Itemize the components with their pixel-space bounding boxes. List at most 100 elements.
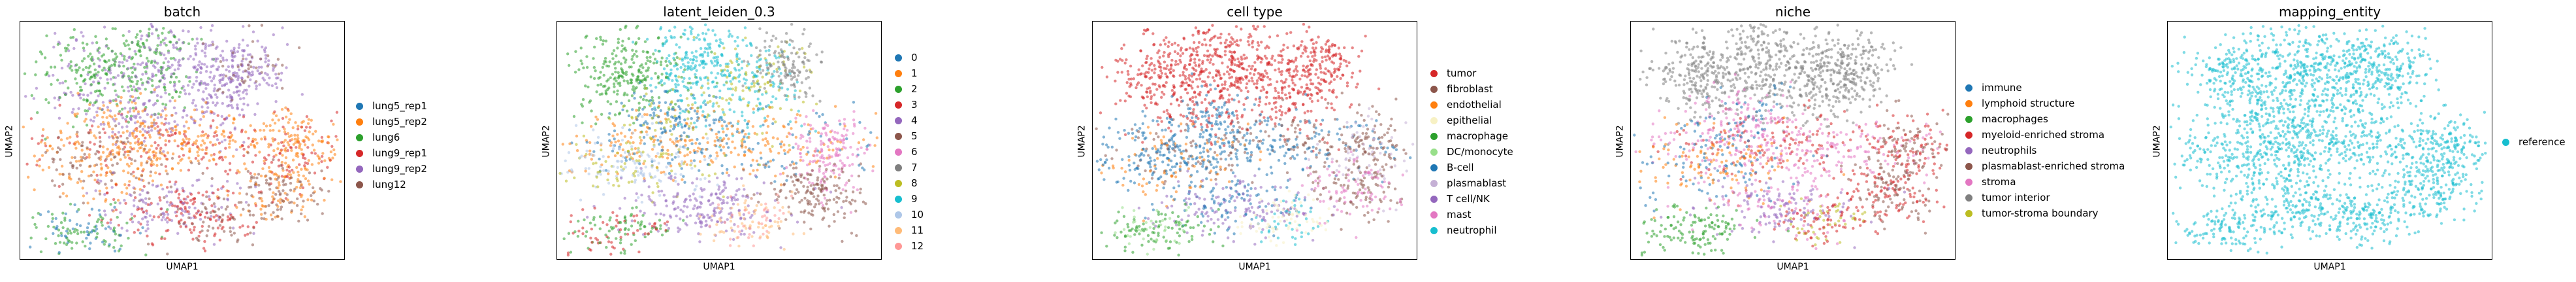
scatter-point: [793, 183, 796, 187]
scatter-point: [734, 88, 737, 92]
scatter-point: [722, 230, 726, 234]
scatter-point: [792, 162, 796, 166]
scatter-point: [1167, 44, 1170, 48]
scatter-point: [1123, 99, 1127, 103]
scatter-point: [61, 211, 65, 215]
scatter-point: [125, 137, 129, 140]
scatter-point: [698, 169, 701, 172]
scatter-point: [212, 101, 215, 105]
scatter-point: [261, 200, 264, 203]
scatter-point: [1153, 102, 1157, 106]
scatter-point: [120, 141, 123, 144]
scatter-point: [69, 60, 72, 63]
scatter-point: [88, 213, 91, 217]
scatter-point: [279, 198, 282, 201]
scatter-point: [706, 43, 710, 46]
scatter-point: [685, 163, 689, 166]
scatter-point: [319, 187, 322, 190]
scatter-point: [762, 107, 765, 111]
scatter-point: [167, 67, 170, 70]
scatter-point: [784, 218, 788, 221]
scatter-point: [718, 211, 721, 215]
scatter-point: [722, 195, 725, 198]
scatter-point: [278, 152, 282, 155]
scatter-point: [794, 166, 798, 169]
scatter-point: [803, 196, 807, 200]
scatter-point: [704, 118, 708, 122]
panel-cell-type: cell type UMAP2 UMAP1 tumor fibroblast end…: [1071, 0, 1587, 282]
scatter-point: [620, 139, 624, 142]
scatter-point: [285, 168, 289, 172]
scatter-point: [617, 37, 620, 41]
scatter-point: [681, 178, 684, 181]
scatter-point: [779, 220, 782, 223]
scatter-point: [125, 39, 128, 43]
scatter-point: [765, 61, 769, 65]
scatter-point: [628, 153, 631, 156]
scatter-point: [121, 126, 124, 129]
scatter-point: [856, 188, 859, 192]
scatter-point: [110, 179, 113, 183]
scatter-point: [683, 77, 686, 80]
scatter-point: [84, 78, 87, 81]
scatter-point: [104, 213, 107, 217]
scatter-point: [236, 85, 239, 89]
scatter-point: [274, 177, 277, 181]
scatter-point: [114, 155, 117, 158]
scatter-point: [606, 100, 609, 103]
scatter-point: [79, 96, 82, 99]
scatter-point: [127, 171, 130, 175]
scatter-point: [745, 44, 749, 48]
scatter-point: [212, 119, 215, 122]
scatter-point: [130, 213, 133, 216]
scatter-point: [60, 58, 63, 62]
scatter-point: [693, 188, 696, 192]
scatter-point: [706, 141, 709, 145]
scatter-point: [249, 171, 252, 175]
scatter-point: [698, 240, 701, 243]
scatter-point: [694, 66, 697, 69]
scatter-point: [1161, 90, 1164, 94]
scatter-point: [723, 120, 726, 124]
scatter-point: [818, 159, 822, 163]
scatter-point: [769, 150, 773, 153]
scatter-point: [797, 71, 801, 75]
scatter-point: [679, 145, 682, 149]
scatter-point: [774, 174, 777, 178]
scatter-point: [602, 169, 605, 172]
scatter-point: [613, 90, 616, 94]
scatter-point: [122, 72, 125, 75]
scatter-point: [133, 136, 137, 139]
scatter-point: [159, 207, 163, 211]
scatter-point: [729, 219, 733, 223]
scatter-point: [627, 99, 631, 103]
scatter-point: [117, 131, 121, 134]
scatter-point: [741, 222, 744, 225]
scatter-point: [849, 211, 853, 214]
scatter-point: [101, 150, 105, 154]
scatter-point: [771, 95, 775, 98]
scatter-point: [69, 90, 72, 94]
scatter-point: [774, 120, 777, 124]
scatter-point: [84, 109, 87, 113]
scatter-point: [184, 135, 187, 138]
scatter-point: [694, 141, 698, 145]
scatter-point: [255, 84, 258, 88]
scatter-point: [277, 190, 281, 193]
scatter-point: [217, 156, 221, 160]
scatter-point: [707, 174, 711, 177]
scatter-point: [776, 220, 780, 224]
scatter-point: [773, 188, 777, 191]
scatter-point: [119, 234, 122, 237]
scatter-point: [204, 132, 208, 136]
scatter-point: [69, 161, 72, 165]
legend-item: 9: [895, 191, 924, 207]
scatter-point: [264, 54, 268, 57]
scatter-point: [601, 65, 604, 69]
scatter-point: [154, 48, 158, 52]
scatter-point: [198, 148, 201, 151]
scatter-point: [219, 60, 223, 63]
scatter-point: [43, 56, 47, 60]
scatter-point: [795, 178, 798, 182]
scatter-point: [138, 177, 141, 181]
